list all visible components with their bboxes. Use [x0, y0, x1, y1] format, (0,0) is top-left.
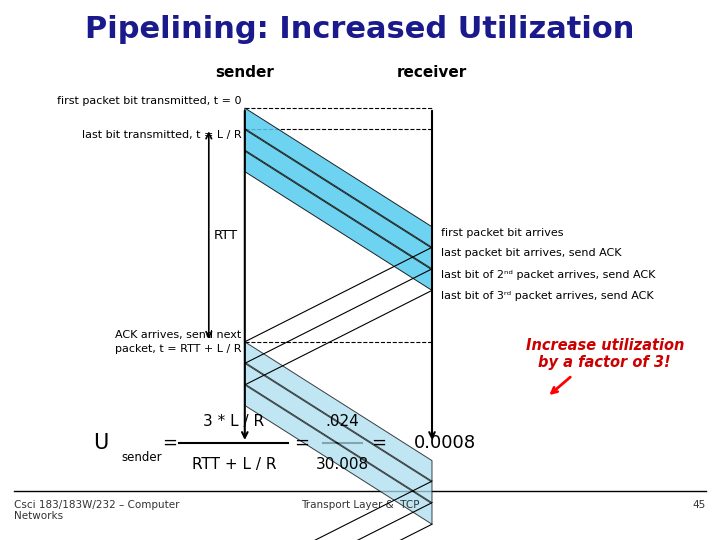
Text: ACK arrives, send next: ACK arrives, send next: [115, 329, 241, 340]
Text: RTT: RTT: [214, 228, 238, 242]
Text: U: U: [94, 433, 109, 453]
Text: Pipelining: Increased Utilization: Pipelining: Increased Utilization: [85, 15, 635, 44]
Text: first packet bit transmitted, t = 0: first packet bit transmitted, t = 0: [57, 96, 241, 106]
Polygon shape: [245, 385, 432, 524]
Text: .024: .024: [325, 414, 359, 429]
Text: last bit transmitted, t = L / R: last bit transmitted, t = L / R: [81, 130, 241, 140]
Text: sender: sender: [215, 65, 274, 80]
Polygon shape: [245, 363, 432, 503]
Text: first packet bit arrives: first packet bit arrives: [441, 228, 563, 238]
Text: RTT + L / R: RTT + L / R: [192, 457, 276, 472]
Text: =: =: [162, 434, 177, 452]
Polygon shape: [245, 108, 432, 247]
Text: 45: 45: [693, 500, 706, 510]
Text: last packet bit arrives, send ACK: last packet bit arrives, send ACK: [441, 248, 621, 259]
Text: Transport Layer &  TCP: Transport Layer & TCP: [301, 500, 419, 510]
Text: packet, t = RTT + L / R: packet, t = RTT + L / R: [114, 344, 241, 354]
Text: 30.008: 30.008: [315, 457, 369, 472]
Text: =: =: [294, 434, 309, 452]
Text: receiver: receiver: [397, 65, 467, 80]
Text: 0.0008: 0.0008: [414, 434, 476, 452]
Text: =: =: [371, 434, 386, 452]
Text: last bit of 2ⁿᵈ packet arrives, send ACK: last bit of 2ⁿᵈ packet arrives, send ACK: [441, 270, 655, 280]
Text: Csci 183/183W/232 – Computer
Networks: Csci 183/183W/232 – Computer Networks: [14, 500, 180, 521]
Text: sender: sender: [121, 451, 161, 464]
Polygon shape: [245, 151, 432, 291]
Polygon shape: [245, 130, 432, 269]
Text: Increase utilization
by a factor of 3!: Increase utilization by a factor of 3!: [526, 338, 684, 370]
Text: 3 * L / R: 3 * L / R: [204, 414, 264, 429]
Polygon shape: [245, 342, 432, 481]
Text: last bit of 3ʳᵈ packet arrives, send ACK: last bit of 3ʳᵈ packet arrives, send ACK: [441, 292, 653, 301]
